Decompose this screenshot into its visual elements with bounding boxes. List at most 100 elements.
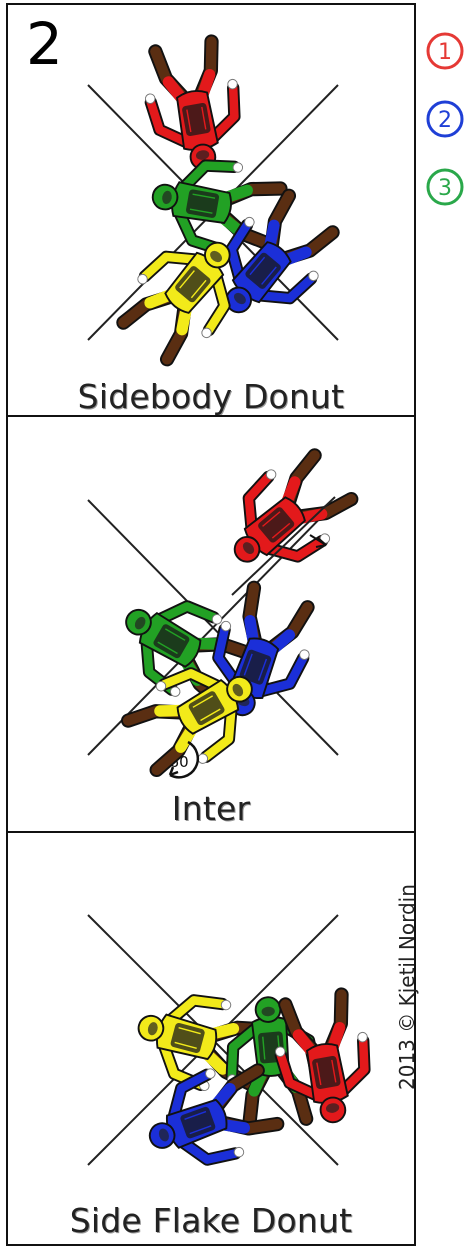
legend-item-1: 1 [424, 30, 466, 72]
arm [208, 83, 239, 143]
container [180, 1106, 216, 1139]
diver-yellow [121, 667, 253, 778]
container [186, 189, 220, 218]
hand [227, 78, 238, 90]
hand [211, 614, 223, 625]
helmet-visor [233, 292, 246, 305]
legend-circle [426, 32, 464, 70]
arm [166, 996, 227, 1025]
arm [338, 1036, 369, 1096]
harness [200, 708, 221, 722]
legend-number: 1 [438, 40, 452, 65]
hand [274, 1046, 286, 1057]
helmet-visor [242, 542, 255, 555]
harness [257, 658, 268, 681]
harness [262, 511, 281, 527]
movement-line [231, 496, 336, 596]
container [170, 1023, 205, 1054]
hand [220, 620, 232, 632]
leg [122, 706, 186, 726]
arm [160, 669, 223, 691]
container [258, 507, 295, 543]
harness [190, 279, 207, 299]
diver-red [144, 34, 241, 171]
panel-inter: Inter [6, 415, 416, 833]
diver-blue [225, 188, 340, 314]
container [153, 624, 190, 659]
arm [244, 472, 273, 533]
arm [140, 252, 201, 281]
hand [169, 686, 181, 697]
harness [164, 628, 186, 641]
harness [157, 641, 178, 655]
formation-x-marker [87, 499, 339, 756]
arm [146, 98, 192, 147]
harness [243, 653, 253, 676]
arm [169, 1070, 212, 1122]
leg [295, 493, 357, 522]
arrow-icon [315, 537, 327, 548]
harness [271, 522, 291, 539]
leg [161, 303, 190, 365]
helmet-visor [134, 616, 146, 630]
arm [179, 161, 239, 192]
diver-yellow [116, 241, 231, 367]
harness [201, 106, 207, 130]
hand [265, 469, 277, 480]
x-line [87, 499, 339, 756]
helmet-visor [232, 683, 244, 697]
harness [178, 1027, 201, 1035]
container [239, 649, 272, 685]
diver-red [274, 987, 371, 1124]
helmet-visor [261, 1006, 275, 1017]
hand [244, 216, 255, 228]
harness [316, 1062, 322, 1086]
helmet-visor [210, 250, 223, 263]
harness [262, 1036, 266, 1060]
panel-caption: Inter [171, 789, 251, 828]
legend-number: 2 [438, 108, 452, 133]
harness [249, 256, 266, 276]
hand [201, 327, 212, 339]
hand [220, 999, 232, 1011]
hand [232, 162, 244, 173]
panel-caption: Side Flake Donut [69, 1201, 353, 1240]
arm [256, 653, 308, 696]
harness [331, 1059, 337, 1083]
step-number: 2 [26, 10, 63, 78]
harness [179, 270, 195, 289]
helmet-visor [147, 1022, 158, 1036]
hand [144, 93, 156, 104]
hand [205, 1068, 216, 1079]
hand [357, 1031, 368, 1043]
harness [174, 1041, 197, 1050]
legend-circle [426, 100, 464, 138]
arm [204, 272, 229, 335]
container [245, 252, 281, 289]
container [188, 691, 225, 726]
arm [214, 625, 241, 687]
harness [189, 208, 213, 214]
arm [227, 220, 252, 283]
helmet-visor [325, 1103, 340, 1113]
legend-item-2: 2 [424, 98, 466, 140]
legend-item-3: 3 [424, 166, 466, 208]
diver-blue [148, 1063, 285, 1166]
panel-side-flake-donut: Side Flake Donut [6, 831, 416, 1246]
arm [276, 1051, 322, 1100]
harness [186, 109, 192, 133]
hand [137, 273, 148, 285]
arm [227, 1023, 261, 1080]
diver-green [151, 159, 288, 256]
harness [189, 1125, 212, 1135]
legend-circle [426, 168, 464, 206]
hand [299, 649, 310, 660]
harness [192, 695, 214, 708]
arm [201, 704, 236, 762]
harness [261, 266, 277, 285]
hand [308, 270, 319, 282]
container [312, 1055, 341, 1089]
arm [255, 274, 316, 303]
